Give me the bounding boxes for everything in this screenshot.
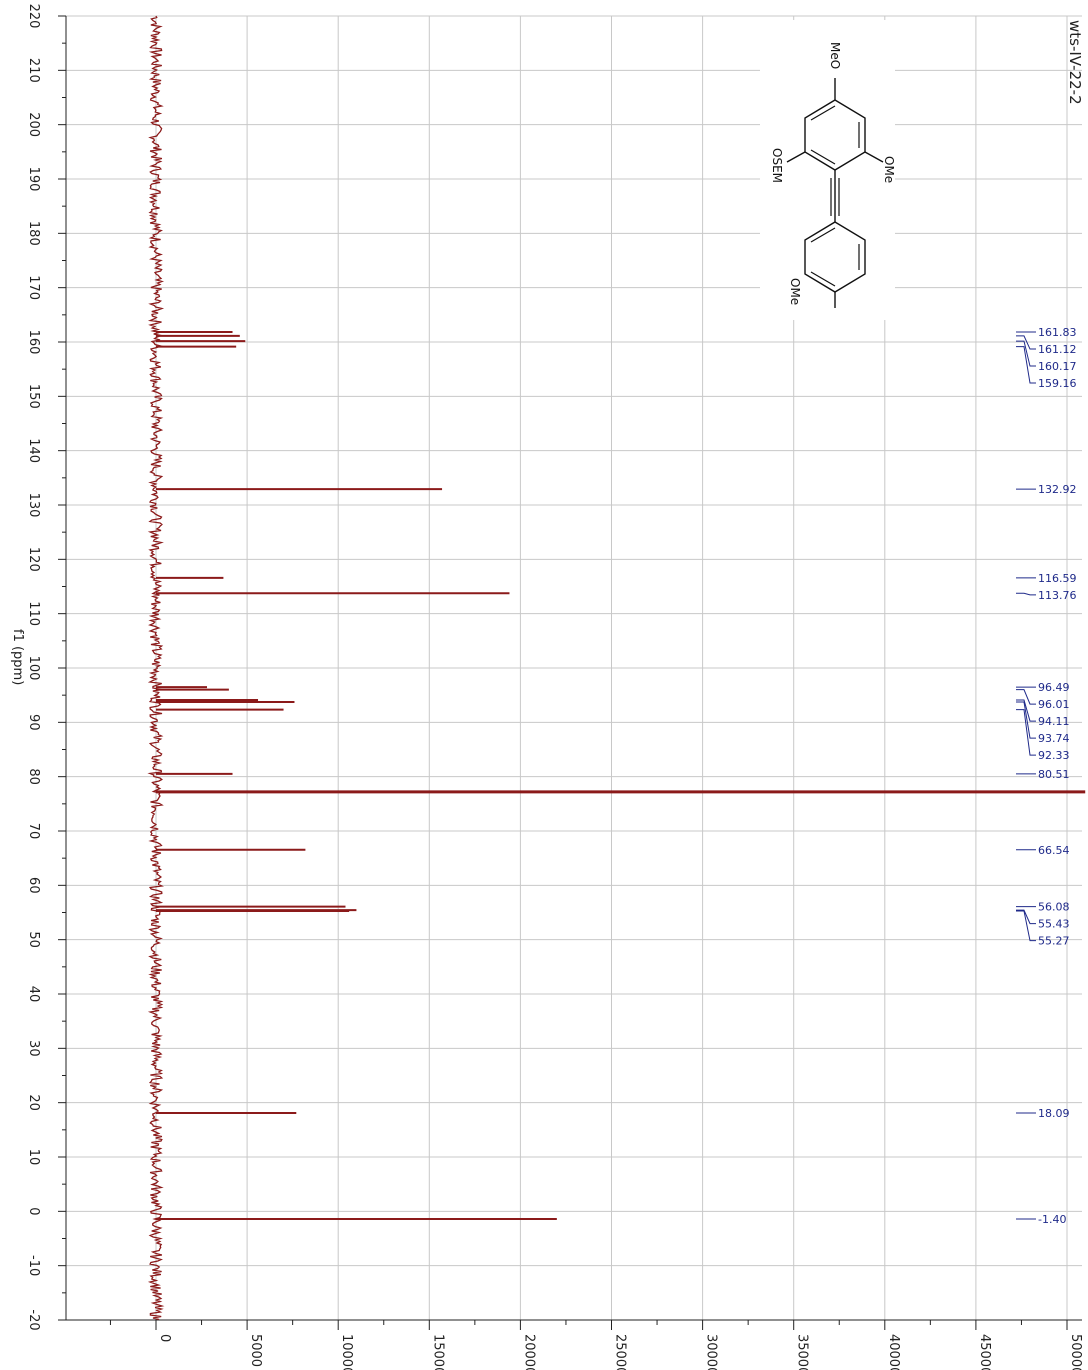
- x-tick-label: 170: [26, 275, 41, 300]
- x-tick-label: 80: [26, 768, 41, 785]
- chemical-structure: MeO OMe OSEM OMe: [760, 20, 896, 320]
- baseline-noise: [147, 15, 165, 1321]
- x-tick-label: 190: [26, 167, 41, 192]
- y-tick-label: 15000: [430, 1334, 445, 1370]
- x-tick-label: -10: [26, 1255, 41, 1276]
- y-tick-label: 5000: [248, 1334, 263, 1367]
- x-tick-label: 180: [26, 221, 41, 246]
- x-tick-label: 160: [26, 330, 41, 355]
- x-tick-label: 10: [26, 1149, 41, 1166]
- osem-label: OSEM: [770, 148, 784, 183]
- peak-label: 94.11: [1038, 715, 1070, 728]
- peak-label: 160.17: [1038, 360, 1077, 373]
- peak-label: 92.33: [1038, 749, 1070, 762]
- ring-b-double-bond-2: [810, 271, 836, 287]
- grid: [66, 15, 1082, 1321]
- y-tick-label: 0: [157, 1334, 172, 1342]
- x-tick-label: 90: [26, 714, 41, 731]
- peak-leader-line: [1016, 699, 1036, 722]
- structure-background: [760, 20, 895, 320]
- peak-label: 161.12: [1038, 343, 1077, 356]
- y-tick-label: 50000: [1068, 1334, 1083, 1370]
- x-tick-label: 210: [26, 58, 41, 83]
- y-tick-label: 10000: [339, 1334, 354, 1370]
- x-axis-label: f1 (ppm): [10, 629, 25, 685]
- peak-leader-line: [1016, 701, 1036, 739]
- peak-label: -1.40: [1038, 1213, 1066, 1226]
- x-tick-label: -20: [26, 1309, 41, 1330]
- peak-label: 132.92: [1038, 483, 1077, 496]
- peak-label: 96.49: [1038, 681, 1070, 694]
- x-tick-label: 30: [26, 1040, 41, 1057]
- spectrum: [147, 15, 1086, 1321]
- x-tick-label: 70: [26, 823, 41, 840]
- x-tick-label: 130: [26, 493, 41, 518]
- x-tick-label: 0: [26, 1207, 41, 1215]
- chart-title: wts-IV-22-2: [1066, 20, 1084, 105]
- x-tick-label: 60: [26, 877, 41, 894]
- x-tick-label: 40: [26, 986, 41, 1003]
- ring-a-double-bond-2: [810, 149, 836, 165]
- x-tick-label: 110: [26, 601, 41, 626]
- osem-bond: [786, 151, 806, 163]
- peak-label: 161.83: [1038, 326, 1077, 339]
- x-tick-label: 50: [26, 931, 41, 948]
- peak-label: 96.01: [1038, 698, 1070, 711]
- ring-a-double-bond-3: [810, 105, 836, 121]
- peak-leader-line: [1016, 910, 1036, 942]
- y-tick-label: 45000: [977, 1334, 992, 1370]
- peak-label: 55.43: [1038, 918, 1070, 931]
- peak-label: 55.27: [1038, 935, 1070, 948]
- peak-leader-line: [1016, 592, 1036, 596]
- peak-leader-line: [1016, 340, 1036, 367]
- peak-label: 18.09: [1038, 1107, 1070, 1120]
- x-tick-label: 200: [26, 112, 41, 137]
- ome-bond-top: [864, 151, 884, 163]
- axes: 0 5000 10000 15000 20000 25000 30000 35000 40000…: [26, 4, 1083, 1370]
- y-tick-label: 35000: [795, 1334, 810, 1370]
- ome-label-para: OMe: [788, 278, 802, 305]
- peak-label: 80.51: [1038, 768, 1070, 781]
- peak-leader-line: [1016, 335, 1036, 350]
- x-tick-label: 150: [26, 384, 41, 409]
- x-tick-label: 140: [26, 438, 41, 463]
- peak-label: 116.59: [1038, 572, 1077, 585]
- y-tick-label: 25000: [613, 1334, 628, 1370]
- peak-leader-line: [1016, 909, 1036, 925]
- y-tick-label: 30000: [704, 1334, 719, 1370]
- peak-leader-line: [1016, 689, 1036, 705]
- peak-label: 66.54: [1038, 844, 1070, 857]
- x-tick-label: 120: [26, 547, 41, 572]
- meo-label: MeO: [828, 42, 842, 69]
- peak-label: 113.76: [1038, 589, 1077, 602]
- ring-b-double-bond-3: [810, 227, 836, 243]
- y-tick-label: 20000: [521, 1334, 536, 1370]
- x-tick-label: 220: [26, 4, 41, 29]
- peak-labels: 161.83 161.12 160.17 159.16 132.92 116.59 113.…: [1016, 326, 1077, 1226]
- ome-label-top: OMe: [882, 156, 896, 183]
- peak-label: 159.16: [1038, 377, 1077, 390]
- peak-label: 56.08: [1038, 901, 1070, 914]
- peak-label: 93.74: [1038, 732, 1070, 745]
- x-tick-label: 20: [26, 1094, 41, 1111]
- x-tick-label: 100: [26, 656, 41, 681]
- peak-leader-line: [1016, 346, 1036, 384]
- y-tick-label: 40000: [886, 1334, 901, 1370]
- peak-leader-line: [1016, 709, 1036, 756]
